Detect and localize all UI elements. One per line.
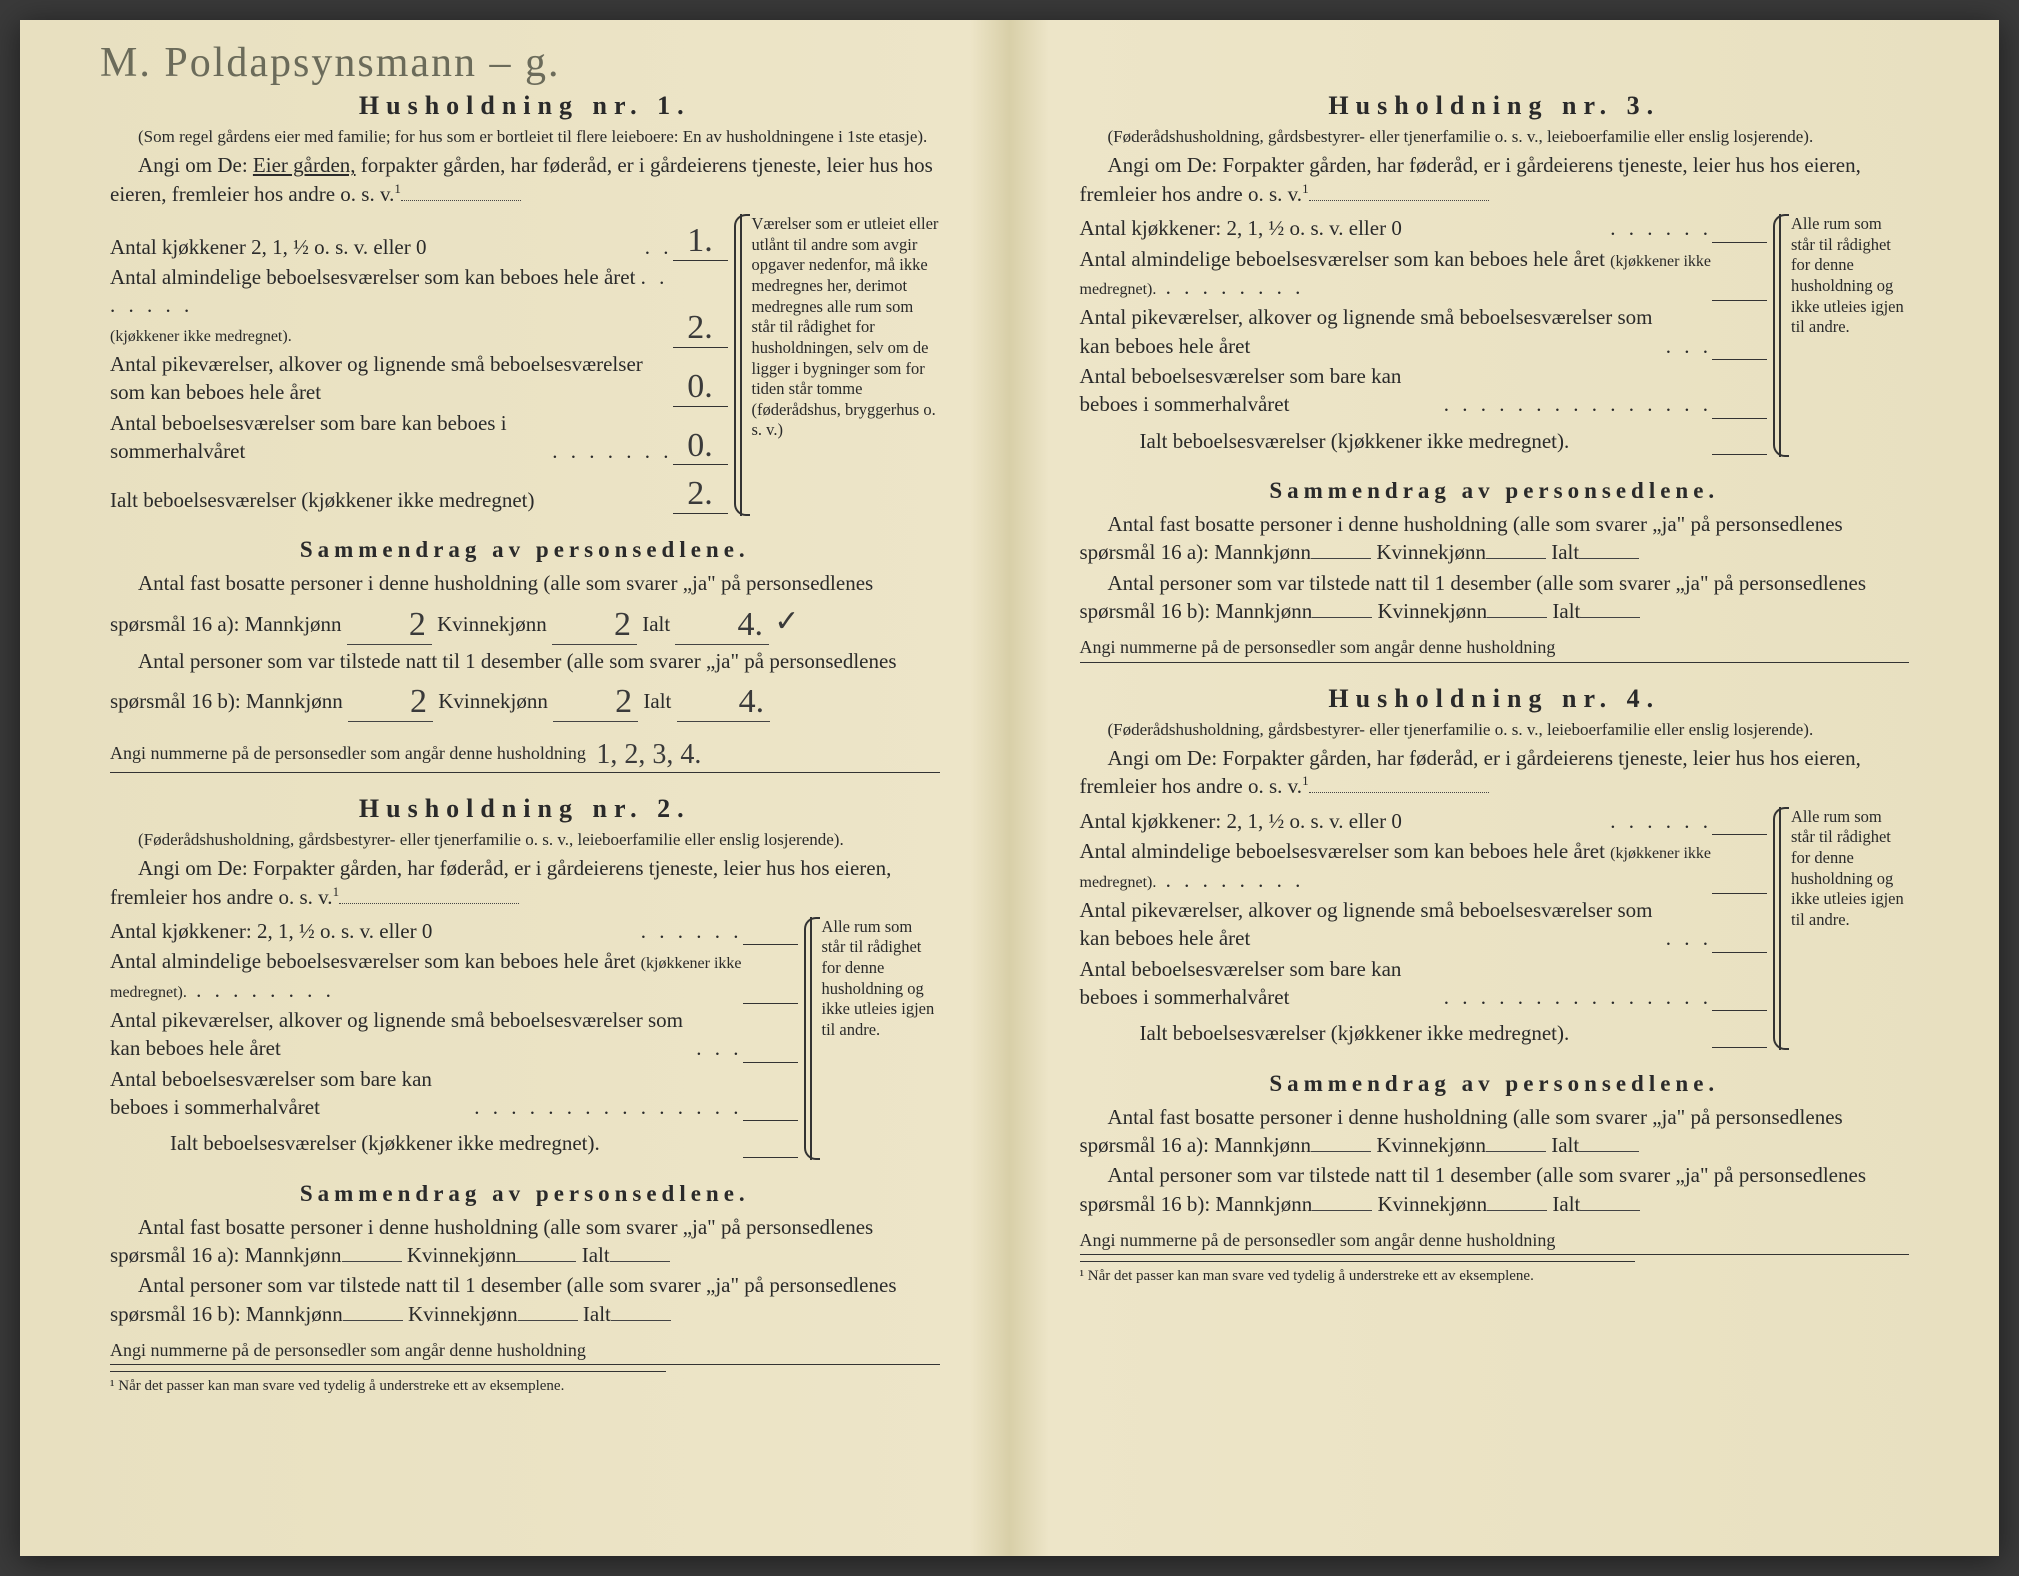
dots: . . — [645, 233, 673, 261]
hh2-brace: Alle rum som står til rådighet for denne… — [810, 917, 940, 1160]
hh4-sammendrag-title: Sammendrag av personsedlene. — [1080, 1068, 1910, 1099]
hh1-brace-note: Værelser som er utleiet eller utlånt til… — [740, 214, 940, 516]
row: Antal pikeværelser, alkover og lignende … — [1080, 303, 1768, 360]
row: Antal pikeværelser, alkover og lignende … — [1080, 896, 1768, 953]
hh4-fast: Antal fast bosatte personer i denne hush… — [1080, 1103, 1910, 1160]
fast-ialt: 4. — [675, 598, 769, 645]
ialt-label: Ialt beboelsesværelser (kjøkkener ikke m… — [110, 486, 673, 514]
hh4-brace: Alle rum som står til rådighet for denne… — [1779, 807, 1909, 1050]
left-page: M. Poldapsynsmann – g. Husholdning nr. 1… — [20, 20, 1010, 1556]
til-ialt: 4. — [677, 675, 771, 722]
left-footnote: ¹ Når det passer kan man svare ved tydel… — [110, 1371, 666, 1396]
hh1-title: Husholdning nr. 1. — [110, 88, 940, 123]
row: Antal beboelsesværelser som bare kan beb… — [1080, 955, 1768, 1012]
angi-sup: 1 — [394, 181, 401, 196]
numline-val: 1, 2, 3, 4. — [590, 736, 707, 774]
hh1-sammendrag-title: Sammendrag av personsedlene. — [110, 534, 940, 565]
hh2-angi: Angi om De: Forpakter gården, har føderå… — [110, 854, 940, 911]
hh1-angi: Angi om De: Eier gården, forpakter gårde… — [110, 151, 940, 208]
hh2-tilstede: Antal personer som var tilstede natt til… — [110, 1271, 940, 1328]
document-spread: M. Poldapsynsmann – g. Husholdning nr. 1… — [20, 20, 1999, 1556]
hh3-title: Husholdning nr. 3. — [1080, 88, 1910, 123]
hh2-rooms-list: Antal kjøkkener: 2, 1, ½ o. s. v. eller … — [110, 917, 798, 1160]
hh1-fast: Antal fast bosatte personer i denne hush… — [110, 569, 940, 644]
right-footnote: ¹ Når det passer kan man svare ved tydel… — [1080, 1261, 1636, 1286]
row: Antal almindelige beboelsesværelser som … — [110, 947, 798, 1004]
hh2-rooms-block: Antal kjøkkener: 2, 1, ½ o. s. v. eller … — [110, 917, 940, 1160]
row: Antal beboelsesværelser som bare kan beb… — [1080, 362, 1768, 419]
row: Antal kjøkkener: 2, 1, ½ o. s. v. eller … — [1080, 807, 1768, 835]
hh4-angi: Angi om De: Forpakter gården, har føderå… — [1080, 744, 1910, 801]
pike-row: Antal pikeværelser, alkover og lignende … — [110, 350, 728, 407]
row: Antal almindelige beboelsesværelser som … — [1080, 245, 1768, 302]
row: Ialt beboelsesværelser (kjøkkener ikke m… — [1080, 427, 1768, 455]
hh4-rooms-list: Antal kjøkkener: 2, 1, ½ o. s. v. eller … — [1080, 807, 1768, 1050]
fast-m: 2 — [347, 598, 432, 645]
sommer-val: 0. — [673, 419, 728, 466]
hh2-sammendrag-title: Sammendrag av personsedlene. — [110, 1178, 940, 1209]
hh3-subnote: (Føderådshusholdning, gårdsbestyrer- ell… — [1080, 127, 1910, 147]
hh3-numline: Angi nummerne på de personsedler som ang… — [1080, 635, 1910, 662]
hh1-tilstede: Antal personer som var tilstede natt til… — [110, 647, 940, 722]
pike-val: 0. — [673, 360, 728, 407]
row: Antal kjøkkener: 2, 1, ½ o. s. v. eller … — [1080, 214, 1768, 242]
ord-label: Antal almindelige beboelsesværelser som … — [110, 263, 673, 348]
row: Antal kjøkkener: 2, 1, ½ o. s. v. eller … — [110, 917, 798, 945]
til-k: 2 — [553, 675, 638, 722]
til-m: 2 — [348, 675, 433, 722]
handwritten-header: M. Poldapsynsmann – g. — [100, 35, 561, 92]
hh2-title: Husholdning nr. 2. — [110, 791, 940, 826]
kitchen-label: Antal kjøkkener 2, 1, ½ o. s. v. eller 0 — [110, 233, 645, 261]
hh3-sammendrag-title: Sammendrag av personsedlene. — [1080, 475, 1910, 506]
ord-row: Antal almindelige beboelsesværelser som … — [110, 263, 728, 348]
sommer-label: Antal beboelsesværelser som bare kan beb… — [110, 409, 552, 466]
hh2-numline: Angi nummerne på de personsedler som ang… — [110, 1338, 940, 1365]
hh1-numline: Angi nummerne på de personsedler som ang… — [110, 732, 940, 773]
hh4-rooms-block: Antal kjøkkener: 2, 1, ½ o. s. v. eller … — [1080, 807, 1910, 1050]
ialt-row: Ialt beboelsesværelser (kjøkkener ikke m… — [110, 467, 728, 514]
hh3-angi: Angi om De: Forpakter gården, har føderå… — [1080, 151, 1910, 208]
hh3-rooms-list: Antal kjøkkener: 2, 1, ½ o. s. v. eller … — [1080, 214, 1768, 457]
row: Antal beboelsesværelser som bare kan beb… — [110, 1065, 798, 1122]
ord-val: 2. — [673, 301, 728, 348]
angi-pre: Angi om De: — [138, 153, 253, 177]
hh1-rooms-list: Antal kjøkkener 2, 1, ½ o. s. v. eller 0… — [110, 214, 728, 516]
row: Antal pikeværelser, alkover og lignende … — [110, 1006, 798, 1063]
hh4-tilstede: Antal personer som var tilstede natt til… — [1080, 1161, 1910, 1218]
angi-blank — [401, 200, 521, 201]
hh1-rooms-block: Antal kjøkkener 2, 1, ½ o. s. v. eller 0… — [110, 214, 940, 516]
hh3-rooms-block: Antal kjøkkener: 2, 1, ½ o. s. v. eller … — [1080, 214, 1910, 457]
hh4-subnote: (Føderådshusholdning, gårdsbestyrer- ell… — [1080, 720, 1910, 740]
hh3-brace: Alle rum som står til rådighet for denne… — [1779, 214, 1909, 457]
row: Antal almindelige beboelsesværelser som … — [1080, 837, 1768, 894]
fast-k: 2 — [552, 598, 637, 645]
row: Ialt beboelsesværelser (kjøkkener ikke m… — [110, 1129, 798, 1157]
hh3-fast: Antal fast bosatte personer i denne hush… — [1080, 510, 1910, 567]
hh4-numline: Angi nummerne på de personsedler som ang… — [1080, 1228, 1910, 1255]
hh2-fast: Antal fast bosatte personer i denne hush… — [110, 1213, 940, 1270]
pike-label: Antal pikeværelser, alkover og lignende … — [110, 350, 673, 407]
ialt-val: 2. — [673, 467, 728, 514]
angi-underlined: Eier gården, — [253, 153, 356, 177]
hh4-title: Husholdning nr. 4. — [1080, 681, 1910, 716]
kitchen-row: Antal kjøkkener 2, 1, ½ o. s. v. eller 0… — [110, 214, 728, 261]
hh3-tilstede: Antal personer som var tilstede natt til… — [1080, 569, 1910, 626]
sommer-row: Antal beboelsesværelser som bare kan beb… — [110, 409, 728, 466]
kitchen-val: 1. — [673, 214, 728, 261]
right-page: Husholdning nr. 3. (Føderådshusholdning,… — [1010, 20, 2000, 1556]
checkmark: ✓ — [774, 605, 799, 638]
row: Ialt beboelsesværelser (kjøkkener ikke m… — [1080, 1019, 1768, 1047]
hh2-subnote: (Føderådshusholdning, gårdsbestyrer- ell… — [110, 830, 940, 850]
hh1-subnote: (Som regel gårdens eier med familie; for… — [110, 127, 940, 147]
